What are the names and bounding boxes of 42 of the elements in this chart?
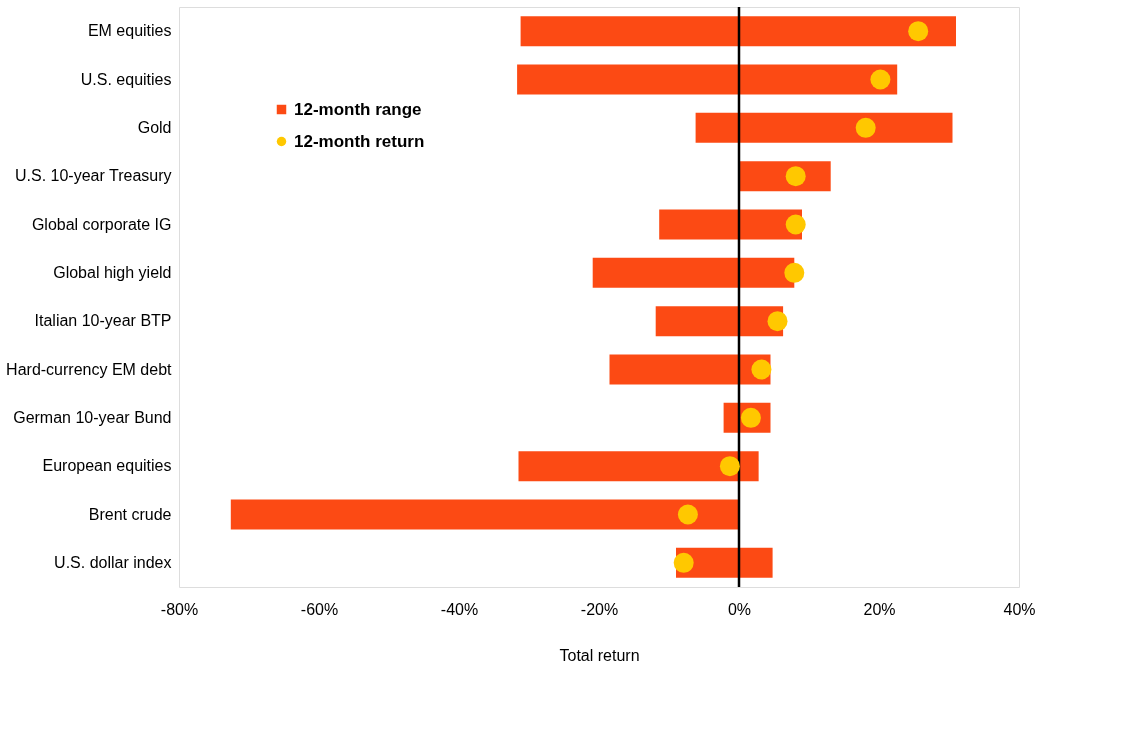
y-tick-label: U.S. dollar index bbox=[54, 553, 172, 571]
x-tick-label: -80% bbox=[160, 600, 199, 618]
bar bbox=[230, 499, 739, 530]
y-tick-label: U.S. 10-year Treasury bbox=[15, 167, 172, 185]
x-tick-label: -20% bbox=[580, 600, 619, 618]
point bbox=[870, 69, 891, 90]
bar bbox=[695, 112, 953, 143]
bar bbox=[518, 451, 759, 482]
legend-label: 12-month return bbox=[294, 131, 425, 151]
point bbox=[855, 117, 876, 138]
x-tick-label: 40% bbox=[1003, 600, 1036, 618]
x-tick-label: 0% bbox=[727, 600, 752, 618]
y-tick-label: U.S. equities bbox=[80, 70, 172, 88]
y-tick-label: Gold bbox=[137, 118, 172, 136]
y-tick-label: EM equities bbox=[87, 22, 172, 40]
point bbox=[785, 166, 806, 187]
point bbox=[719, 456, 740, 477]
point bbox=[673, 552, 694, 573]
x-tick-label: -40% bbox=[440, 600, 479, 618]
legend-label: 12-month range bbox=[294, 99, 422, 119]
bar bbox=[592, 257, 795, 288]
x-axis-title: Total return bbox=[559, 646, 640, 664]
point bbox=[785, 214, 806, 235]
point bbox=[908, 21, 929, 42]
y-tick-label: Hard-currency EM debt bbox=[6, 360, 173, 378]
y-tick-label: Italian 10-year BTP bbox=[34, 312, 172, 330]
x-tick-label: 20% bbox=[863, 600, 896, 618]
point bbox=[784, 262, 805, 283]
point bbox=[767, 311, 788, 332]
y-tick-label: Global high yield bbox=[53, 263, 172, 281]
y-tick-label: European equities bbox=[42, 457, 172, 475]
point bbox=[677, 504, 698, 525]
bar bbox=[520, 16, 956, 47]
x-tick-label: -60% bbox=[300, 600, 339, 618]
y-tick-label: Brent crude bbox=[88, 505, 172, 523]
y-tick-label: German 10-year Bund bbox=[13, 408, 172, 426]
bar bbox=[517, 64, 898, 95]
bar bbox=[659, 209, 802, 240]
point bbox=[751, 359, 772, 380]
bar bbox=[609, 354, 771, 385]
y-tick-label: Global corporate IG bbox=[31, 215, 172, 233]
bar bbox=[655, 306, 784, 337]
